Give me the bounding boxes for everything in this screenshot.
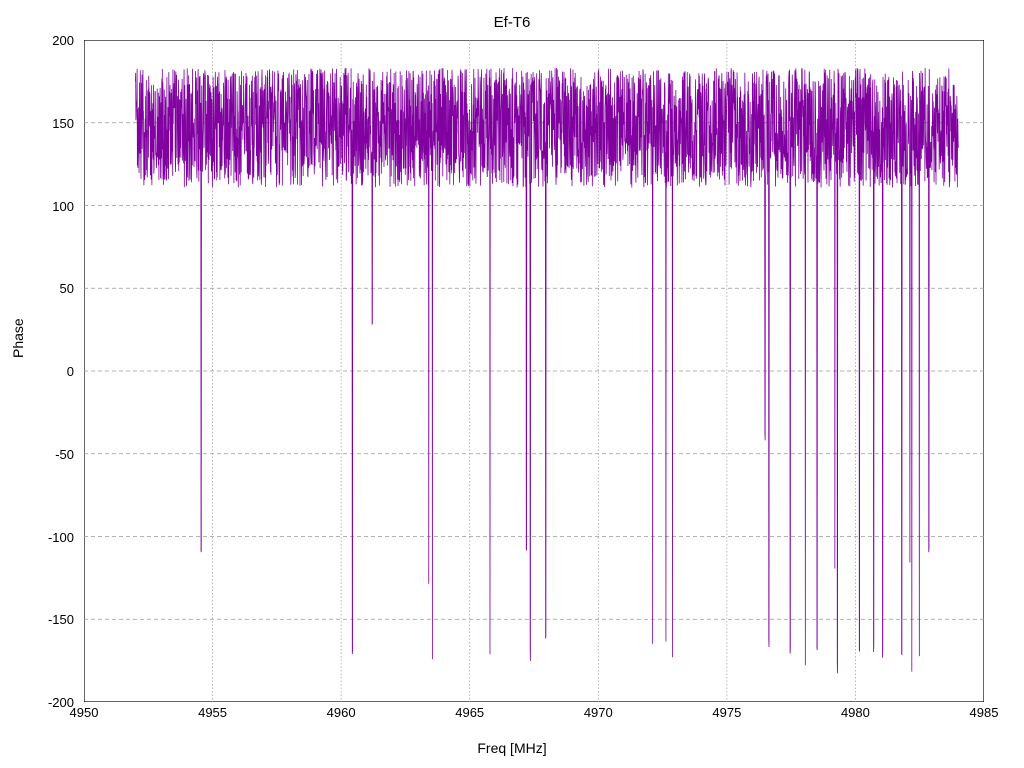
x-tick-label: 4985 [964,705,1004,720]
chart-container: Ef-T6 [0,0,1024,768]
y-tick-label: -50 [14,447,74,462]
horizontal-gridlines [84,123,984,620]
y-tick-label: 0 [14,364,74,379]
y-tick-label: -100 [14,530,74,545]
y-tick-label: -150 [14,612,74,627]
x-tick-label: 4980 [835,705,875,720]
y-axis-label: Phase [10,318,26,358]
y-tick-label: 200 [14,33,74,48]
x-axis-label: Freq [MHz] [0,740,1024,756]
x-tick-label: 4970 [578,705,618,720]
x-tick-label: 4975 [707,705,747,720]
y-tick-label: 150 [14,116,74,131]
y-tick-label: 50 [14,281,74,296]
plot-area: 200 150 100 50 0 -50 -100 -150 -200 4950… [84,40,984,702]
x-tick-label: 4960 [321,705,361,720]
x-tick-label: 4950 [64,705,104,720]
x-tick-label: 4965 [450,705,490,720]
phase-line-chart [84,40,984,702]
y-tick-label: 100 [14,199,74,214]
chart-title: Ef-T6 [0,14,1024,31]
phase-data-line [135,68,958,673]
x-tick-label: 4955 [193,705,233,720]
